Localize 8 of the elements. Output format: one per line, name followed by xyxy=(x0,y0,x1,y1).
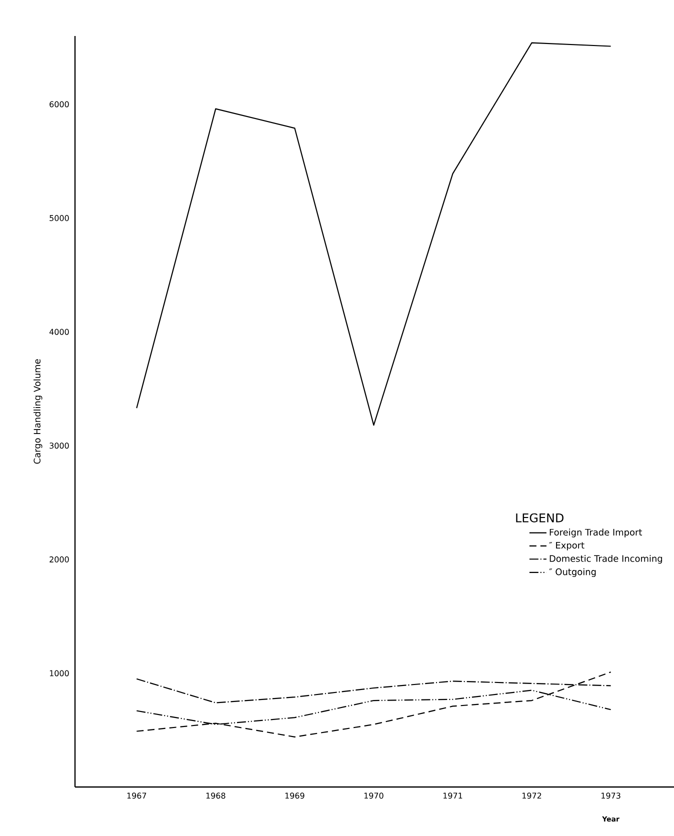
legend-label: ″ Export xyxy=(549,542,584,550)
y-axis-title: Cargo Handling Volume xyxy=(34,359,42,464)
line-series xyxy=(136,42,612,426)
legend-label: Foreign Trade Import xyxy=(550,528,642,538)
line-series xyxy=(136,672,612,738)
legend-title: LEGEND xyxy=(516,513,564,522)
legend-label: Domestic Trade Incoming xyxy=(550,554,662,564)
legend-label: ″ Outgoing xyxy=(549,568,596,577)
